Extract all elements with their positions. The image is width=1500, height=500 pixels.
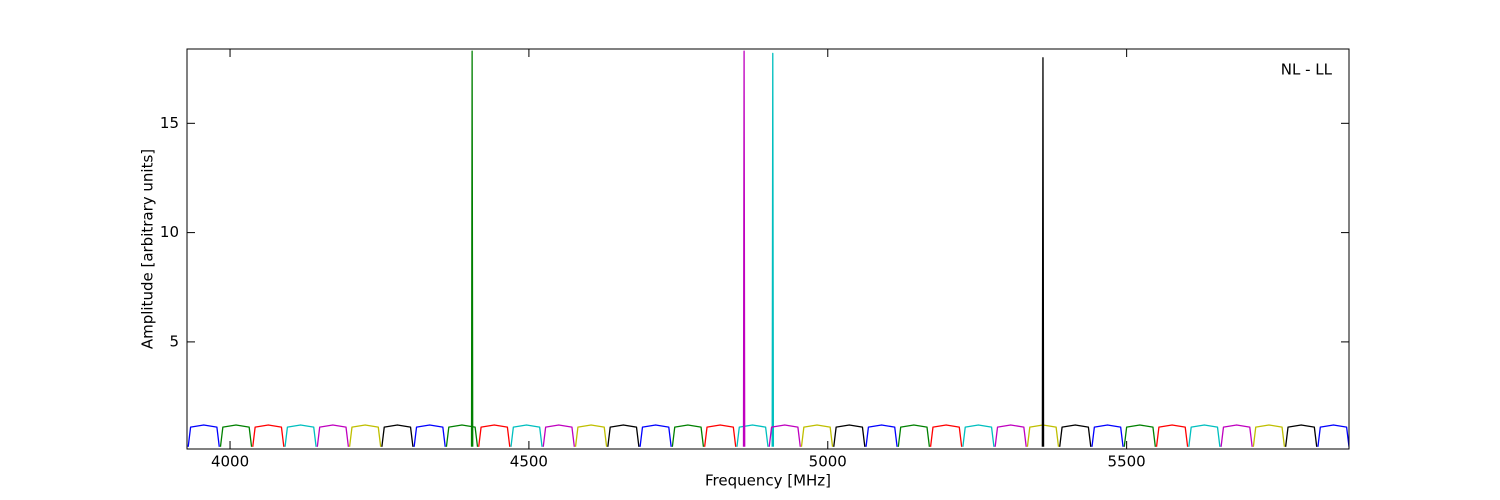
x-tick-label: 5000 [809,453,847,471]
x-tick-label: 5500 [1108,453,1146,471]
spectrum-line [348,424,1286,447]
x-axis-label: Frequency [MHz] [705,472,831,490]
x-tick-label: 4000 [211,453,249,471]
axes-frame [186,48,1350,450]
spectrum-line [187,424,1349,447]
y-tick-label: 15 [160,114,179,132]
spectrum-line [252,424,1189,447]
annotation: NL - LL [1281,61,1333,79]
spectrum-line [219,50,1156,447]
y-axis-label: Amplitude [arbitrary units] [139,149,157,349]
plot-area [187,50,1349,447]
spectrum-line [381,57,1318,447]
spectrum-line [284,52,1221,447]
y-tick-label: 10 [160,223,179,241]
y-tick-label: 5 [169,332,179,350]
spectrum-line [316,50,1253,447]
x-tick-label: 4500 [510,453,548,471]
